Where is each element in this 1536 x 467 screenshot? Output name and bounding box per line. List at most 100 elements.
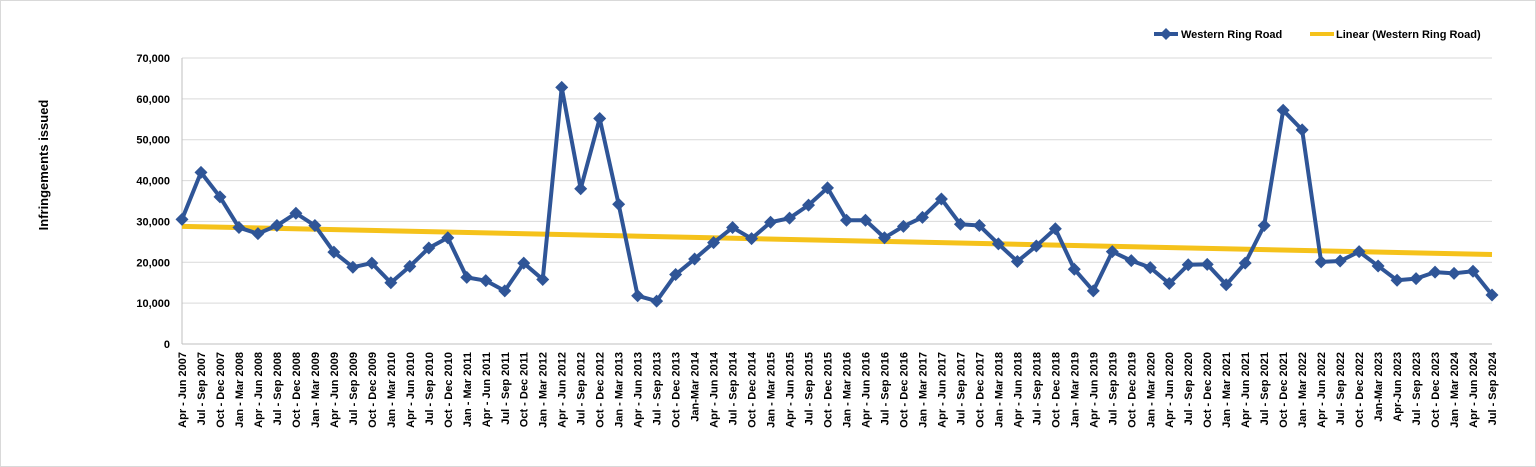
x-tick-label: Apr - Jun 2014 xyxy=(709,351,721,428)
x-tick-label: Oct - Dec 2022 xyxy=(1354,352,1366,428)
x-tick-label: Oct - Dec 2021 xyxy=(1278,352,1290,428)
data-point xyxy=(953,217,967,231)
data-point xyxy=(1010,254,1024,268)
data-point xyxy=(308,219,322,233)
x-tick-label: Jul - Sep 2016 xyxy=(879,352,891,425)
data-point xyxy=(1295,123,1309,137)
x-tick-label: Apr - Jun 2011 xyxy=(481,352,493,427)
x-tick-label: Oct - Dec 2023 xyxy=(1430,352,1442,428)
data-point xyxy=(1067,262,1081,276)
data-point xyxy=(1333,254,1347,268)
x-tick-label: Oct - Dec 2019 xyxy=(1126,352,1138,428)
data-point xyxy=(839,213,853,227)
data-point xyxy=(213,190,227,204)
data-point xyxy=(574,182,588,196)
data-point xyxy=(1428,265,1442,279)
x-tick-label: Oct - Dec 2018 xyxy=(1050,352,1062,428)
data-point xyxy=(612,197,626,211)
x-tick-label: Jan-Mar 2023 xyxy=(1373,352,1385,422)
x-tick-label: Apr - Jun 2019 xyxy=(1088,352,1100,428)
x-tick-label: Jul - Sep 2009 xyxy=(348,352,360,425)
x-tick-label: Apr - Jun 2018 xyxy=(1012,352,1024,428)
x-tick-label: Jan - Mar 2010 xyxy=(386,352,398,428)
data-point xyxy=(403,259,417,273)
x-tick-label: Oct - Dec 2016 xyxy=(898,352,910,428)
gridlines xyxy=(182,57,1492,304)
data-point xyxy=(536,272,550,286)
data-point xyxy=(593,111,607,125)
x-tick-label: Jan - Mar 2022 xyxy=(1297,352,1309,428)
data-point xyxy=(1352,245,1366,259)
x-tick-label: Jul - Sep 2008 xyxy=(272,352,284,425)
x-tick-label: Oct - Dec 2014 xyxy=(747,351,759,428)
x-tick-label: Apr - Jun 2020 xyxy=(1164,352,1176,428)
x-tick-label: Jan-Mar 2014 xyxy=(690,351,702,422)
x-tick-label: Oct - Dec 2011 xyxy=(519,352,531,427)
x-tick-label: Oct - Dec 2009 xyxy=(367,352,379,428)
data-point xyxy=(1048,222,1062,236)
data-point xyxy=(270,219,284,233)
data-point xyxy=(498,284,512,298)
data-point xyxy=(1238,256,1252,270)
legend-marker-series xyxy=(1160,28,1172,40)
data-point xyxy=(764,215,778,229)
x-tick-label: Apr - Jun 2013 xyxy=(633,352,645,428)
x-tick-label: Jan - Mar 2016 xyxy=(841,352,853,428)
data-point xyxy=(1029,239,1043,253)
data-point xyxy=(441,231,455,245)
y-tick-label: 0 xyxy=(164,339,170,351)
data-point xyxy=(1105,245,1119,259)
data-point xyxy=(1162,277,1176,291)
series-layer xyxy=(175,80,1499,308)
trendline-layer xyxy=(181,223,1493,258)
x-tick-label: Apr - Jun 2017 xyxy=(936,352,948,428)
x-tick-label: Oct - Dec 2013 xyxy=(671,352,683,428)
data-point xyxy=(1200,257,1214,271)
x-tick-label: Jan - Mar 2012 xyxy=(538,352,550,428)
data-point xyxy=(688,252,702,266)
y-axis-label: Infringements issued xyxy=(36,100,51,231)
x-tick-label: Jan - Mar 2018 xyxy=(993,352,1005,428)
x-tick-label: Apr - Jun 2015 xyxy=(785,352,797,428)
series-line xyxy=(180,85,1494,304)
x-tick-label: Apr - Jun 2008 xyxy=(253,352,265,428)
x-tick-label: Oct - Dec 2012 xyxy=(595,352,607,428)
data-point xyxy=(1181,258,1195,272)
x-tick-label: Oct - Dec 2010 xyxy=(443,352,455,428)
data-point xyxy=(802,198,816,212)
y-tick-label: 70,000 xyxy=(136,53,170,65)
x-tick-label: Jul - Sep 2012 xyxy=(576,352,588,425)
data-point xyxy=(175,212,189,226)
data-point xyxy=(915,210,929,224)
data-point xyxy=(1124,254,1138,268)
data-point xyxy=(555,80,569,94)
y-tick-label: 20,000 xyxy=(136,257,170,269)
x-tick-label: Jan - Mar 2009 xyxy=(310,352,322,428)
data-point xyxy=(707,236,721,250)
x-tick-label: Jan - Mar 2011 xyxy=(462,352,474,427)
y-tick-label: 50,000 xyxy=(136,135,170,147)
x-tick-label: Oct - Dec 2020 xyxy=(1202,352,1214,428)
x-tick-label: Jul - Sep 2007 xyxy=(196,352,208,425)
x-tick-label: Jan - Mar 2019 xyxy=(1069,352,1081,428)
data-point xyxy=(1371,259,1385,273)
x-tick-label: Jan - Mar 2008 xyxy=(234,352,246,428)
data-point xyxy=(669,268,683,282)
data-point xyxy=(194,165,208,179)
x-tick-label: Oct - Dec 2017 xyxy=(974,352,986,428)
data-point xyxy=(232,221,246,235)
legend: Western Ring Road Linear (Western Ring R… xyxy=(1154,28,1481,41)
x-tick-label: Jul - Sep 2019 xyxy=(1107,352,1119,425)
data-point xyxy=(745,232,759,246)
data-point xyxy=(1447,266,1461,280)
data-point xyxy=(1143,261,1157,275)
data-point xyxy=(346,260,360,274)
y-axis-ticks: 0 10,000 20,000 30,000 40,000 50,000 60,000 70,… xyxy=(136,53,170,351)
x-tick-label: Jul - Sep 2023 xyxy=(1411,352,1423,425)
x-tick-label: Jul - Sep 2011 xyxy=(500,352,512,425)
x-tick-label: Jul - Sep 2017 xyxy=(955,352,967,425)
data-point xyxy=(479,274,493,288)
y-tick-label: 30,000 xyxy=(136,216,170,228)
data-point xyxy=(1466,264,1480,278)
x-tick-label: Jul - Sep 2015 xyxy=(804,352,816,425)
